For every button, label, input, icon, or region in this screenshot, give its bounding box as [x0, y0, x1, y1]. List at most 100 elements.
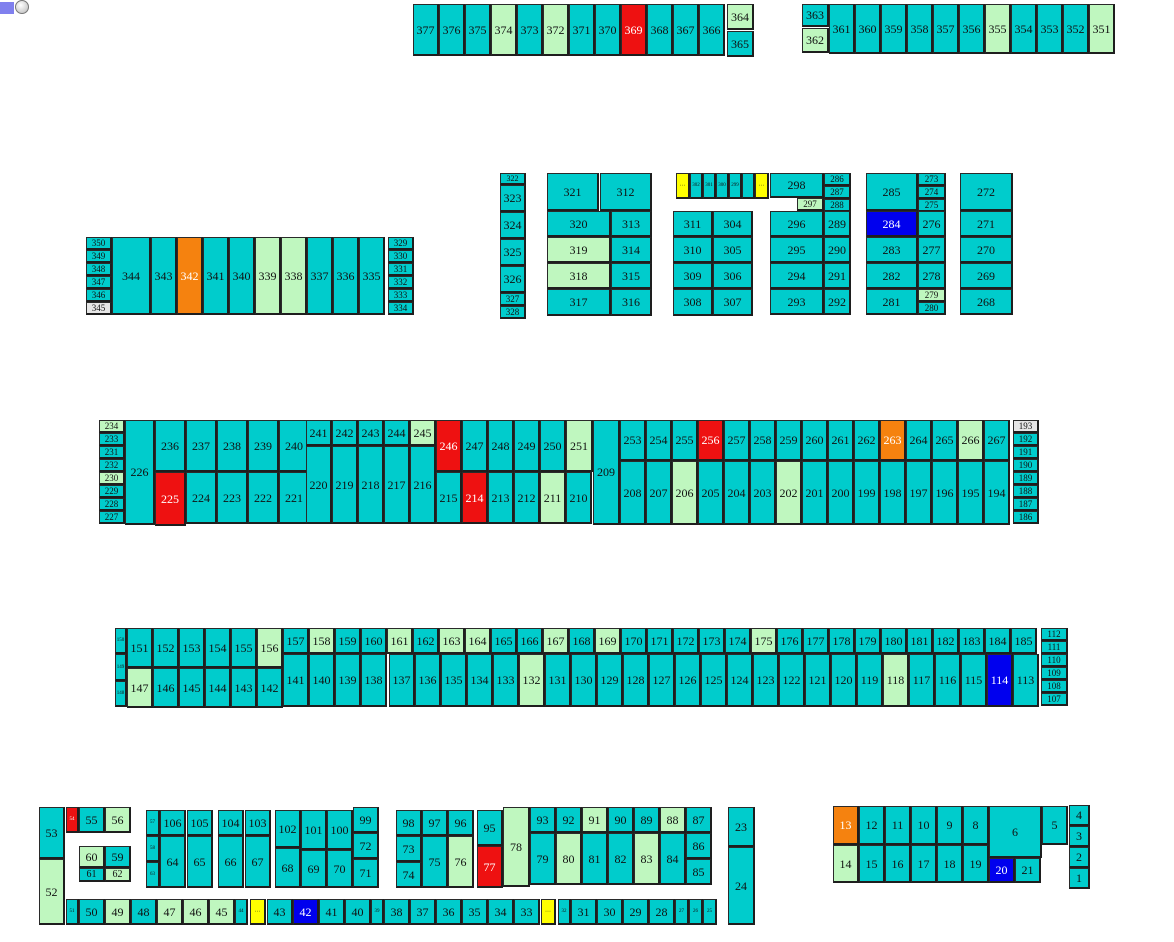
- stall-95[interactable]: 95: [477, 810, 503, 846]
- stall-231[interactable]: 231: [99, 446, 125, 459]
- stall-163[interactable]: 163: [439, 628, 465, 654]
- stall-28[interactable]: 28: [649, 899, 675, 925]
- stall-171[interactable]: 171: [647, 628, 673, 654]
- stall-131[interactable]: 131: [545, 654, 571, 707]
- stall-103[interactable]: 103: [245, 810, 271, 836]
- stall-12[interactable]: 12: [859, 806, 885, 845]
- stall-135[interactable]: 135: [441, 654, 467, 707]
- stall-39[interactable]: 39: [371, 899, 384, 925]
- stall-329[interactable]: 329: [388, 237, 414, 250]
- stall-238[interactable]: 238: [217, 420, 248, 472]
- stall-294[interactable]: 294: [770, 263, 824, 289]
- stall-145[interactable]: 145: [179, 668, 205, 708]
- stall-24[interactable]: 24: [728, 847, 755, 925]
- stall-289[interactable]: 289: [824, 211, 851, 237]
- stall-260[interactable]: 260: [802, 420, 828, 461]
- stall-150[interactable]: 150: [115, 628, 127, 654]
- stall-147[interactable]: 147: [127, 668, 153, 708]
- stall-377[interactable]: 377: [413, 4, 439, 56]
- stall-265[interactable]: 265: [932, 420, 958, 461]
- stall-33[interactable]: 33: [514, 899, 540, 925]
- stall-186[interactable]: 186: [1013, 511, 1039, 524]
- stall-251[interactable]: 251: [566, 420, 593, 472]
- stall-215[interactable]: 215: [436, 472, 462, 524]
- stall-74[interactable]: 74: [396, 862, 422, 888]
- stall-249[interactable]: 249: [514, 420, 540, 472]
- stall-71[interactable]: 71: [353, 859, 379, 888]
- stall-197[interactable]: 197: [906, 461, 932, 525]
- stall-6[interactable]: 6: [989, 806, 1042, 858]
- stall-376[interactable]: 376: [439, 4, 465, 56]
- stall-151[interactable]: 151: [127, 628, 153, 668]
- stall-172[interactable]: 172: [673, 628, 699, 654]
- stall-198[interactable]: 198: [880, 461, 906, 525]
- stall-280[interactable]: 280: [918, 302, 946, 315]
- stall-121[interactable]: 121: [805, 654, 831, 707]
- stall-274[interactable]: 274: [918, 186, 946, 199]
- stall-276[interactable]: 276: [918, 211, 946, 237]
- stall-345[interactable]: 345: [86, 302, 112, 315]
- stall-162[interactable]: 162: [413, 628, 439, 654]
- stall-127[interactable]: 127: [649, 654, 675, 707]
- stall-80[interactable]: 80: [556, 833, 582, 885]
- stall-310[interactable]: 310: [673, 237, 713, 263]
- stall-59[interactable]: 59: [105, 846, 131, 868]
- stall-233[interactable]: 233: [99, 433, 125, 446]
- stall-48[interactable]: 48: [131, 899, 157, 925]
- stall-237[interactable]: 237: [186, 420, 217, 472]
- stall-227[interactable]: 227: [99, 511, 125, 524]
- stall-373[interactable]: 373: [517, 4, 543, 56]
- stall-129[interactable]: 129: [597, 654, 623, 707]
- stall-40[interactable]: 40: [345, 899, 371, 925]
- stall-167[interactable]: 167: [543, 628, 569, 654]
- stall-283[interactable]: 283: [866, 237, 918, 263]
- stall-165[interactable]: 165: [491, 628, 517, 654]
- stall-130[interactable]: 130: [571, 654, 597, 707]
- stall-133[interactable]: 133: [493, 654, 519, 707]
- stall-297[interactable]: 297: [797, 198, 824, 211]
- stall-63[interactable]: 63: [146, 862, 160, 888]
- stall-191[interactable]: 191: [1013, 446, 1039, 459]
- stall-205[interactable]: 205: [698, 461, 724, 525]
- stall-52[interactable]: 52: [39, 859, 65, 925]
- stall-336[interactable]: 336: [333, 237, 359, 315]
- stall-160[interactable]: 160: [361, 628, 387, 654]
- stall-207[interactable]: 207: [646, 461, 672, 525]
- stall-268[interactable]: 268: [960, 289, 1013, 315]
- stall-182[interactable]: 182: [933, 628, 959, 654]
- stall-143[interactable]: 143: [231, 668, 257, 708]
- stall-363[interactable]: 363: [802, 4, 829, 27]
- stall-37[interactable]: 37: [410, 899, 436, 925]
- stall-173[interactable]: 173: [699, 628, 725, 654]
- stall-269[interactable]: 269: [960, 263, 1013, 289]
- stall-321[interactable]: 321: [547, 173, 599, 211]
- stall-320[interactable]: 320: [547, 211, 611, 237]
- stall-208[interactable]: 208: [620, 461, 646, 525]
- stall-51[interactable]: 51: [66, 899, 79, 925]
- stall-327[interactable]: 327: [500, 293, 526, 306]
- stall-347[interactable]: 347: [86, 276, 112, 289]
- stall-106[interactable]: 106: [160, 810, 186, 836]
- stall-365[interactable]: 365: [727, 31, 754, 57]
- stall-35[interactable]: 35: [462, 899, 488, 925]
- stall-346[interactable]: 346: [86, 289, 112, 302]
- stall-161[interactable]: 161: [387, 628, 413, 654]
- stall-228[interactable]: 228: [99, 498, 125, 511]
- stall-188[interactable]: 188: [1013, 485, 1039, 498]
- stall-152[interactable]: 152: [153, 628, 179, 668]
- stall-318[interactable]: 318: [547, 263, 611, 289]
- stall-123[interactable]: 123: [753, 654, 779, 707]
- stall-157[interactable]: 157: [283, 628, 309, 654]
- stall-156[interactable]: 156: [257, 628, 283, 668]
- stall-256[interactable]: 256: [698, 420, 724, 461]
- stall-354[interactable]: 354: [1011, 4, 1037, 54]
- stall-243[interactable]: 243: [358, 420, 384, 446]
- stall-25[interactable]: 25: [703, 899, 717, 925]
- stall-358[interactable]: 358: [907, 4, 933, 54]
- stall-137[interactable]: 137: [389, 654, 415, 707]
- stall-42[interactable]: 42: [293, 899, 319, 925]
- stall-322[interactable]: 322: [500, 173, 526, 185]
- stall-144[interactable]: 144: [205, 668, 231, 708]
- stall-326[interactable]: 326: [500, 266, 526, 293]
- stall-272[interactable]: 272: [960, 173, 1013, 211]
